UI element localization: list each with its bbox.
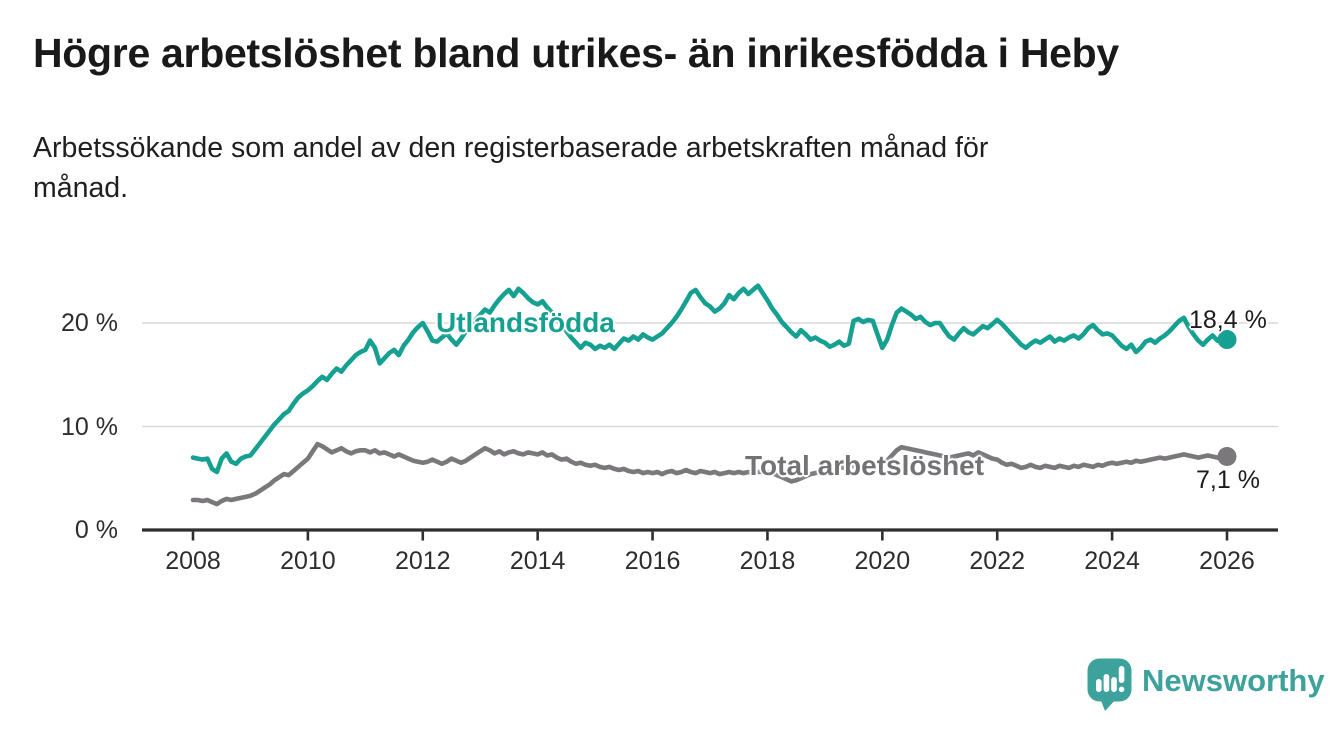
newsworthy-logo-text: Newsworthy: [1142, 663, 1325, 698]
x-tick-label-2018: 2018: [739, 547, 796, 575]
logo-bar-2: [1103, 674, 1110, 692]
series-line-total-arbetsl-shet: [190, 441, 1230, 507]
logo-bar-1: [1096, 679, 1102, 692]
x-tick-label-2024: 2024: [1084, 547, 1140, 575]
subtitle-line-2: månad.: [33, 172, 129, 204]
series-label-utlandsfodda: Utlandsfödda: [436, 307, 615, 338]
series-line-utlandsf-dda: [190, 283, 1230, 475]
end-value-label-utlandsfodda: 18,4 %: [1189, 306, 1267, 334]
logo-bubble-tail: [1100, 698, 1117, 711]
x-tick-label-2016: 2016: [624, 547, 681, 575]
y-tick-label-10: 10 %: [61, 412, 118, 441]
logo-bubble: [1087, 658, 1132, 702]
page-title: Högre arbetslöshet bland utrikes- än inr…: [33, 30, 1119, 76]
series-end-dot-total-arbetsl-shet: [1217, 447, 1237, 467]
y-tick-label-20: 20 %: [61, 309, 118, 337]
newsworthy-logo: Newsworthy: [1086, 657, 1325, 713]
logo-exclamation-bar: [1118, 666, 1125, 683]
y-tick-label-0: 0 %: [74, 516, 118, 544]
newsworthy-logo-icon: [1087, 658, 1132, 711]
x-tick-label-2010: 2010: [280, 547, 336, 575]
x-tick-label-2008: 2008: [165, 547, 221, 575]
x-tick-label-2026: 2026: [1199, 547, 1255, 575]
subtitle-line-1: Arbetssökande som andel av den registerb…: [33, 132, 989, 164]
x-tick-label-2012: 2012: [394, 547, 451, 575]
x-tick-label-2020: 2020: [854, 547, 911, 575]
series-label-total-arbetsloshet: Total arbetslöshet: [745, 450, 985, 481]
end-value-label-total-arbetsloshet: 7,1 %: [1196, 466, 1260, 494]
page-subtitle: Arbetssökande som andel av den registerb…: [33, 128, 1273, 208]
x-tick-label-2022: 2022: [969, 547, 1026, 575]
logo-exclamation-dot: [1118, 686, 1125, 693]
logo-bar-3: [1111, 677, 1117, 692]
x-tick-label-2014: 2014: [509, 547, 566, 575]
